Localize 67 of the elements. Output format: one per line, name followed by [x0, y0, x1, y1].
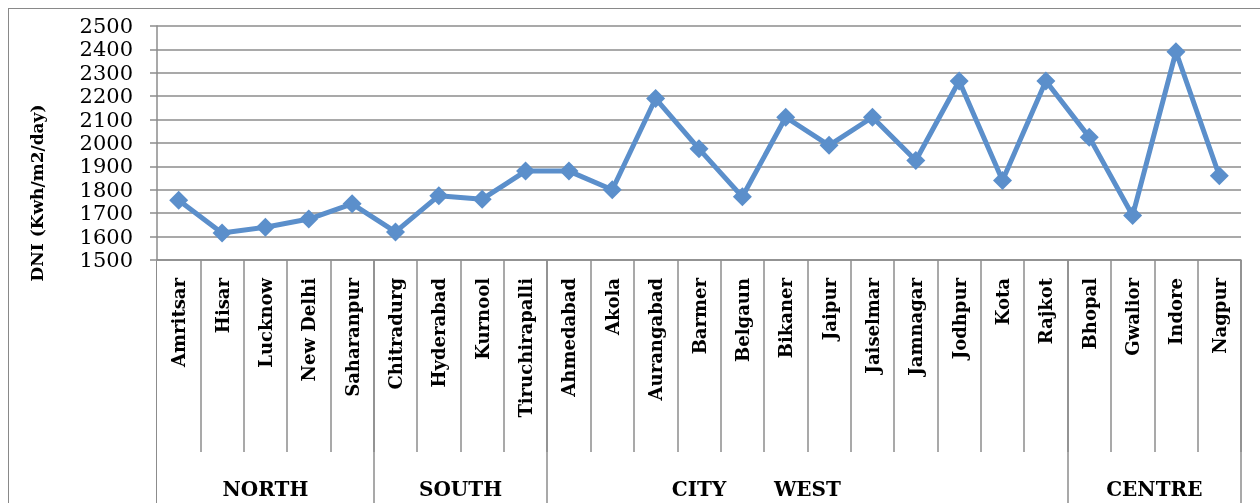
- point: [1123, 206, 1143, 226]
- y-tick-label: 2400: [79, 37, 133, 62]
- point: [906, 151, 926, 171]
- x-tick-label: Gwalior: [1122, 277, 1144, 356]
- x-tick-label: Kurnool: [471, 277, 493, 360]
- x-tick-label: Belgaun: [731, 278, 753, 362]
- x-tick-label: Kota: [992, 277, 1014, 326]
- text: WEST: [772, 477, 842, 501]
- y-tick-label: 1600: [79, 224, 133, 249]
- x-tick-label: Jaiselmar: [861, 277, 883, 376]
- x-tick-label: Jamnagar: [905, 277, 927, 378]
- x-tick-label: Lucknow: [254, 277, 276, 368]
- x-tick-label: Ahmedabad: [558, 277, 580, 398]
- y-tick-label: 1900: [79, 154, 133, 179]
- x-tick-label: Indore: [1165, 278, 1187, 346]
- text: NORTH: [222, 477, 309, 501]
- x-tick-label: Bhopal: [1078, 277, 1100, 350]
- x-tick-label: Akola: [601, 277, 623, 336]
- x-tick-label: Nagpur: [1208, 277, 1230, 354]
- y-axis-title: DNI (Kwh/m2/day): [26, 104, 47, 282]
- x-tick-label: Tiruchirapalli: [515, 277, 537, 418]
- point: [169, 190, 189, 210]
- text: SOUTH: [418, 477, 503, 501]
- point: [1036, 71, 1056, 91]
- x-tick-label: Chitradurg: [384, 277, 406, 390]
- x-tick-label: Hyderabad: [428, 277, 450, 388]
- point: [819, 135, 839, 155]
- y-tick-label: 1800: [79, 177, 133, 202]
- x-tick-label: Aurangabad: [645, 277, 667, 402]
- y-tick-label: 1500: [79, 248, 133, 272]
- point: [689, 139, 709, 159]
- text: CENTRE: [1106, 477, 1203, 501]
- point: [1079, 127, 1099, 147]
- point: [255, 217, 275, 237]
- y-tick-label: 2500: [79, 14, 133, 38]
- x-tick-label: Jodhpur: [948, 277, 970, 362]
- x-tick-label: Hisar: [211, 277, 233, 334]
- point: [342, 194, 362, 214]
- x-axis-title: CITY: [671, 477, 727, 501]
- point: [949, 71, 969, 91]
- point: [299, 209, 319, 229]
- point: [732, 187, 752, 207]
- x-tick-label: Barmer: [688, 277, 710, 355]
- y-tick-label: 2100: [79, 107, 133, 132]
- y-tick-label: 2200: [79, 84, 133, 109]
- point: [776, 107, 796, 127]
- x-tick-label: Jaipur: [818, 277, 840, 343]
- point: [516, 161, 536, 181]
- x-tick-label: Bikaner: [775, 277, 797, 359]
- point: [385, 222, 405, 242]
- point: [1209, 166, 1229, 186]
- point: [472, 189, 492, 209]
- x-tick-label: Amritsar: [168, 277, 190, 368]
- point: [1166, 42, 1186, 62]
- point: [862, 107, 882, 127]
- point: [212, 223, 232, 243]
- x-tick-label: Rajkot: [1035, 277, 1057, 345]
- point: [429, 186, 449, 206]
- point: [646, 89, 666, 109]
- y-tick-label: 2300: [79, 60, 133, 85]
- point: [559, 161, 579, 181]
- x-tick-label: Saharanpur: [341, 277, 363, 397]
- y-tick-label: 2000: [79, 131, 133, 155]
- point: [602, 180, 622, 200]
- x-tick-label: New Delhi: [298, 277, 320, 382]
- point: [993, 170, 1013, 190]
- y-tick-label: 1700: [79, 201, 133, 226]
